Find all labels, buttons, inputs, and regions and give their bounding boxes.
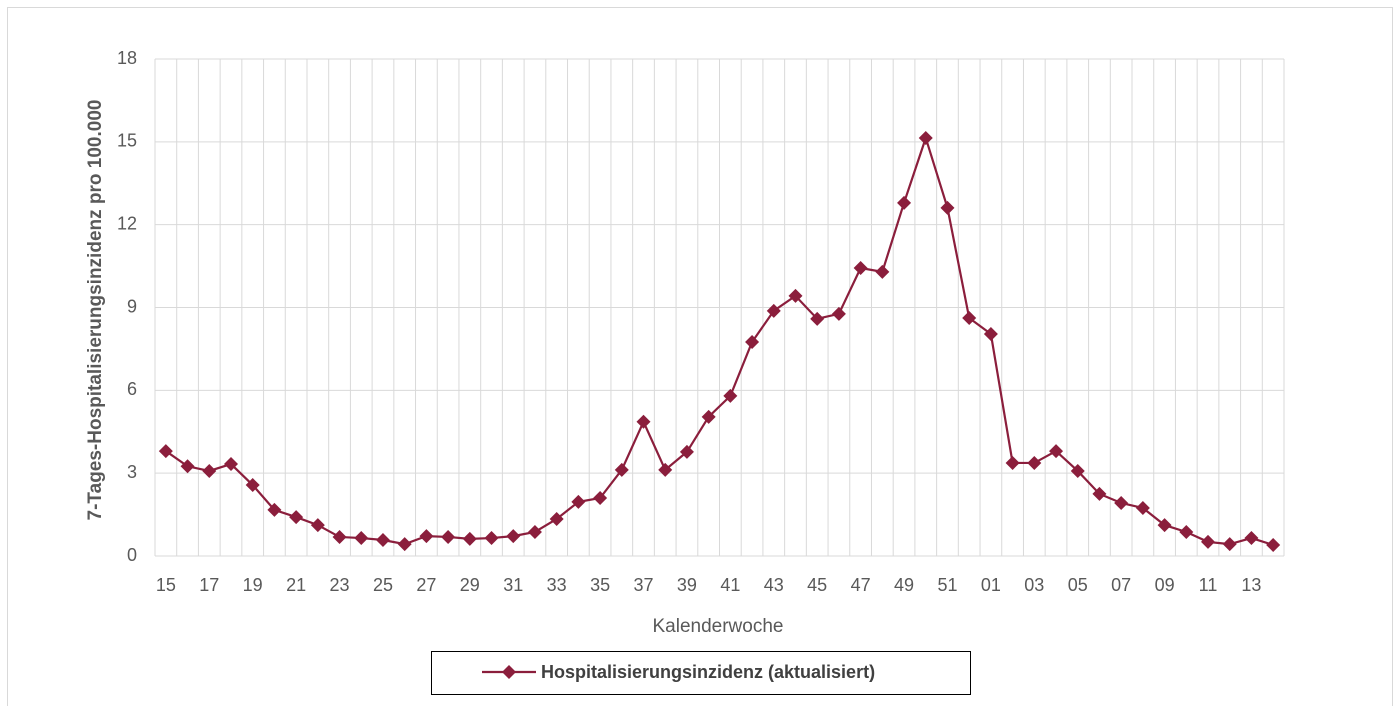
data-point — [810, 311, 825, 326]
data-point — [223, 457, 238, 472]
data-point — [1135, 500, 1150, 515]
data-point — [1027, 455, 1042, 470]
data-point — [853, 261, 868, 276]
chart-border — [7, 7, 1393, 711]
data-point — [1222, 537, 1237, 552]
data-point — [1070, 463, 1085, 478]
data-point — [940, 200, 955, 215]
data-point — [875, 264, 890, 279]
legend-label: Hospitalisierungsinzidenz (aktualisiert) — [541, 662, 875, 682]
y-axis-title: 7-Tages-Hospitalisierungsinzidenz pro 10… — [85, 100, 106, 521]
y-tick-label: 18 — [117, 48, 137, 68]
data-point — [462, 531, 477, 546]
data-point — [1201, 534, 1216, 549]
data-point — [1049, 444, 1064, 459]
data-point — [701, 409, 716, 424]
x-tick-label: 11 — [1199, 575, 1218, 595]
data-point — [766, 303, 781, 318]
data-point — [1092, 486, 1107, 501]
data-point — [419, 529, 434, 544]
data-point — [202, 463, 217, 478]
x-tick-label: 35 — [590, 575, 610, 595]
data-point — [1244, 531, 1259, 546]
x-tick-label: 09 — [1155, 575, 1175, 595]
series-line — [165, 134, 1274, 547]
legend-marker — [502, 665, 516, 679]
data-point — [375, 532, 390, 547]
data-point — [636, 414, 651, 429]
data-point — [571, 494, 586, 509]
y-tick-label: 15 — [117, 131, 137, 151]
x-tick-label: 03 — [1024, 575, 1044, 595]
x-tick-label: 45 — [807, 575, 827, 595]
data-point — [245, 478, 260, 493]
x-tick-label: 37 — [633, 575, 653, 595]
x-tick-label: 15 — [156, 575, 176, 595]
data-point — [158, 444, 173, 459]
y-tick-label: 3 — [127, 462, 137, 482]
y-tick-label: 12 — [117, 213, 137, 233]
data-point — [723, 388, 738, 403]
x-tick-label: 05 — [1068, 575, 1088, 595]
data-point — [788, 288, 803, 303]
x-tick-label: 33 — [547, 575, 567, 595]
x-tick-label: 43 — [764, 575, 784, 595]
data-point — [332, 529, 347, 544]
x-tick-label: 47 — [851, 575, 871, 595]
data-point — [918, 130, 933, 145]
data-point — [1114, 495, 1129, 510]
y-tick-label: 9 — [127, 296, 137, 316]
x-tick-label: 31 — [503, 575, 523, 595]
data-point — [549, 512, 564, 527]
x-tick-label: 49 — [894, 575, 914, 595]
y-tick-label: 0 — [127, 545, 137, 565]
data-point — [1005, 455, 1020, 470]
data-point — [310, 518, 325, 533]
data-point — [180, 459, 195, 474]
x-tick-label: 17 — [199, 575, 219, 595]
data-point — [354, 531, 369, 546]
data-point — [745, 335, 760, 350]
data-point — [593, 491, 608, 506]
data-point — [679, 444, 694, 459]
legend-box — [431, 651, 971, 695]
x-tick-label: 39 — [677, 575, 697, 595]
data-point — [289, 510, 304, 525]
data-point — [441, 529, 456, 544]
x-tick-label: 41 — [720, 575, 740, 595]
data-point — [962, 310, 977, 325]
data-point — [397, 537, 412, 552]
data-point — [1179, 524, 1194, 539]
x-tick-label: 27 — [416, 575, 436, 595]
x-tick-label: 23 — [330, 575, 350, 595]
data-point — [831, 306, 846, 321]
x-axis-title: Kalenderwoche — [653, 616, 784, 637]
x-tick-label: 21 — [286, 575, 306, 595]
data-point — [658, 462, 673, 477]
x-tick-label: 29 — [460, 575, 480, 595]
data-point — [484, 531, 499, 546]
data-point — [527, 524, 542, 539]
x-tick-label: 01 — [981, 575, 1001, 595]
data-point — [506, 529, 521, 544]
y-tick-label: 6 — [127, 379, 137, 399]
x-tick-label: 51 — [937, 575, 957, 595]
data-point — [983, 327, 998, 342]
data-point — [614, 462, 629, 477]
data-point — [897, 195, 912, 210]
data-point — [267, 502, 282, 517]
x-tick-label: 25 — [373, 575, 393, 595]
data-point — [1266, 537, 1281, 552]
x-tick-label: 07 — [1111, 575, 1131, 595]
x-tick-label: 13 — [1241, 575, 1261, 595]
x-tick-label: 19 — [243, 575, 263, 595]
data-point — [1157, 518, 1172, 533]
